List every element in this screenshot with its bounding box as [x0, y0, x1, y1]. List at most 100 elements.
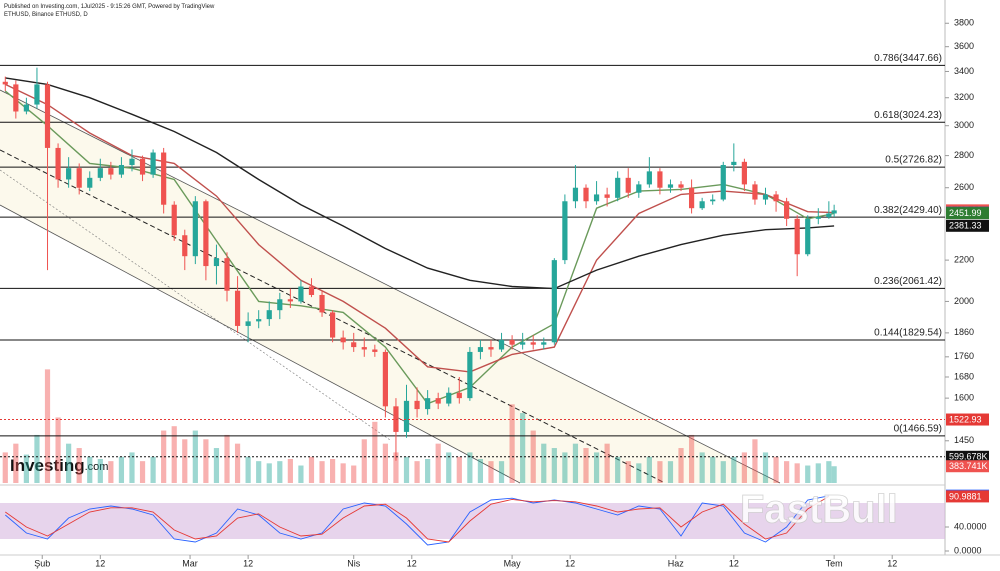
- candle-body: [234, 290, 241, 326]
- value-tag: [946, 460, 989, 473]
- x-tick-label: Tem: [826, 558, 843, 568]
- candle-body: [815, 217, 821, 219]
- y-tick-label: 1600: [954, 393, 974, 403]
- x-tick-label: Şub: [34, 558, 50, 568]
- fib-label: 0.382(2429.40): [874, 205, 942, 216]
- candle-body: [636, 184, 642, 193]
- volume-bar: [572, 443, 579, 483]
- volume-bar: [593, 452, 600, 483]
- volume-bar: [435, 443, 441, 483]
- candle-body: [572, 187, 579, 202]
- y-tick-label: 3400: [954, 66, 974, 76]
- candle-body: [710, 199, 716, 202]
- volume-bar: [340, 463, 346, 483]
- stoch-band: [0, 503, 945, 539]
- candle-body: [615, 177, 621, 198]
- volume-bar: [319, 461, 325, 483]
- fib-label: 0(1466.59): [894, 424, 942, 435]
- x-tick-label: 12: [95, 558, 105, 568]
- candle-body: [256, 319, 262, 322]
- volume-bar: [97, 458, 103, 483]
- volume-bar: [794, 463, 800, 483]
- candle-body: [361, 347, 367, 350]
- volume-bar: [234, 443, 241, 483]
- value-tag: [946, 219, 989, 232]
- candle-body: [583, 187, 589, 202]
- x-tick-label: 12: [243, 558, 253, 568]
- candle-body: [403, 400, 410, 432]
- volume-bar: [108, 461, 114, 483]
- volume-bar: [118, 456, 125, 483]
- volume-bar: [551, 448, 557, 483]
- y-tick-label: 1680: [954, 371, 974, 381]
- candle-body: [446, 392, 452, 404]
- fib-label: 0.5(2726.82): [885, 155, 942, 166]
- volume-bar: [182, 439, 188, 483]
- candle-body: [139, 158, 146, 175]
- candle-body: [382, 351, 388, 407]
- trend-line: [0, 89, 781, 484]
- y-tick-label: 2200: [954, 254, 974, 264]
- volume-bar: [625, 461, 631, 483]
- candle-body: [831, 210, 837, 214]
- candle-body: [129, 158, 135, 165]
- fib-levels: 0.786(3447.66) 0.618(3024.23) 0.5(2726.82)…: [0, 53, 945, 437]
- watermark: FastBull: [740, 488, 898, 532]
- volume-bar: [583, 448, 589, 483]
- stochastic: [0, 495, 945, 546]
- candle-body: [66, 168, 72, 180]
- volume: [2, 369, 837, 483]
- candle-body: [161, 152, 167, 205]
- candle-body: [118, 164, 125, 175]
- y-tick-label: 2000: [954, 296, 974, 306]
- price-axis: 3800 3600 3400 3200 3000 2800 2600 2200 2000 1860…: [34, 18, 974, 569]
- logo-text: Investing: [10, 456, 85, 475]
- candle-body: [393, 406, 399, 432]
- candle-body: [277, 299, 283, 311]
- candle-body: [752, 184, 758, 200]
- volume-bar: [393, 452, 399, 483]
- candle-body: [678, 184, 684, 188]
- volume-bar: [509, 404, 515, 483]
- volume-bar: [636, 463, 642, 483]
- volume-bar: [604, 443, 610, 483]
- volume-bar: [34, 434, 40, 483]
- x-tick-label: May: [504, 558, 522, 568]
- candle-body: [97, 168, 103, 178]
- volume-bar: [541, 443, 547, 483]
- volume-bar: [129, 452, 135, 483]
- candles: [2, 67, 837, 461]
- candle-body: [667, 184, 674, 188]
- volume-bar: [562, 452, 568, 483]
- candle-body: [794, 218, 800, 255]
- candle-body: [2, 81, 8, 85]
- volume-bar: [13, 443, 19, 483]
- candle-body: [87, 177, 93, 188]
- candle-body: [551, 260, 557, 343]
- fib-label: 0.144(1829.54): [874, 328, 942, 339]
- trend-line: [0, 169, 391, 441]
- value-tag: [946, 450, 989, 463]
- candle-body: [488, 347, 494, 350]
- candle-body: [182, 235, 188, 257]
- candle-body: [720, 164, 726, 200]
- x-tick-label: Nis: [347, 558, 360, 568]
- volume-bar: [44, 369, 51, 483]
- volume-bar: [678, 448, 684, 483]
- candle-body: [688, 187, 695, 209]
- fib-label: 0.618(3024.23): [874, 110, 942, 121]
- volume-bar: [826, 461, 832, 483]
- candle-body: [108, 168, 114, 175]
- candle-body: [425, 398, 431, 410]
- y-tick-label: 3800: [954, 18, 974, 28]
- volume-bar: [87, 456, 93, 483]
- value-tag-label: 90.9881: [949, 491, 982, 501]
- value-tag-label: 599.678K: [949, 452, 988, 462]
- logo: Investing.com: [10, 456, 108, 475]
- volume-bar: [213, 448, 220, 483]
- volume-bar: [456, 456, 462, 483]
- x-tick-label: Mar: [182, 558, 198, 568]
- value-tags: 2467.602455.132451.992381.331522.93599.6…: [0, 204, 989, 503]
- moving-average: [4, 83, 835, 373]
- candle-body: [224, 258, 230, 291]
